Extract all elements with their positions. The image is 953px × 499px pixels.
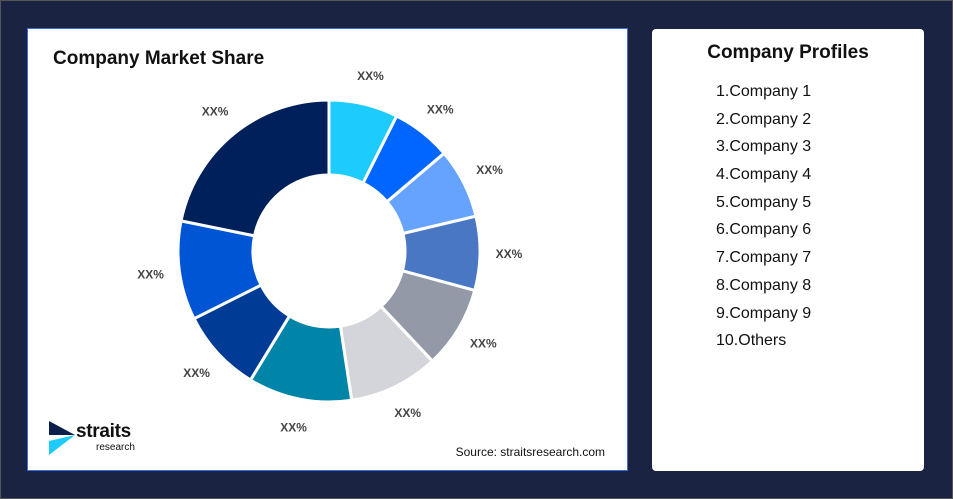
source-text: Source: straitsresearch.com bbox=[455, 445, 605, 459]
chart-title: Company Market Share bbox=[53, 48, 265, 69]
slice-label: XX% bbox=[280, 420, 307, 434]
profile-item: 1.Company 1 bbox=[716, 83, 812, 100]
company-profiles-panel: Company Profiles 1.Company 1 2.Company 2 3… bbox=[652, 29, 924, 471]
profiles-title: Company Profiles bbox=[707, 42, 869, 63]
donut-chart: XX% XX% XX% XX% XX% XX% XX% XX% XX% XX% bbox=[137, 69, 523, 435]
profile-item: 7.Company 7 bbox=[716, 249, 812, 267]
slice-label: XX% bbox=[394, 406, 421, 420]
slice-label: XX% bbox=[470, 337, 497, 351]
profile-item: 4.Company 4 bbox=[716, 166, 812, 184]
chart-panel: Company Market Share XX% XX% XX% XX% XX% XX% X… bbox=[27, 28, 628, 471]
profile-item: 2.Company 2 bbox=[716, 110, 812, 128]
profiles-list: 1.Company 1 2.Company 2 3.Company 3 4.Compa… bbox=[716, 82, 811, 359]
profile-item: 9.Company 9 bbox=[716, 304, 812, 322]
straits-logo: straits research bbox=[49, 421, 135, 460]
slice-label: XX% bbox=[202, 105, 229, 119]
profile-item: 5.Company 5 bbox=[716, 193, 812, 211]
slice-label: XX% bbox=[476, 163, 503, 177]
donut-slice bbox=[179, 98, 331, 238]
slice-label: XX% bbox=[357, 69, 384, 83]
profile-item: 6.Company 6 bbox=[716, 221, 812, 239]
slice-label: XX% bbox=[137, 268, 164, 282]
profile-item: 10.Others bbox=[716, 332, 787, 350]
logo-mark-icon bbox=[49, 421, 75, 455]
logo-subtext: research bbox=[96, 442, 135, 453]
slice-label: XX% bbox=[183, 366, 210, 380]
slice-label: XX% bbox=[496, 247, 523, 261]
profile-item: 3.Company 3 bbox=[716, 138, 812, 156]
logo-text: straits bbox=[76, 421, 131, 442]
profile-item: 8.Company 8 bbox=[716, 276, 812, 294]
slice-label: XX% bbox=[427, 102, 454, 116]
